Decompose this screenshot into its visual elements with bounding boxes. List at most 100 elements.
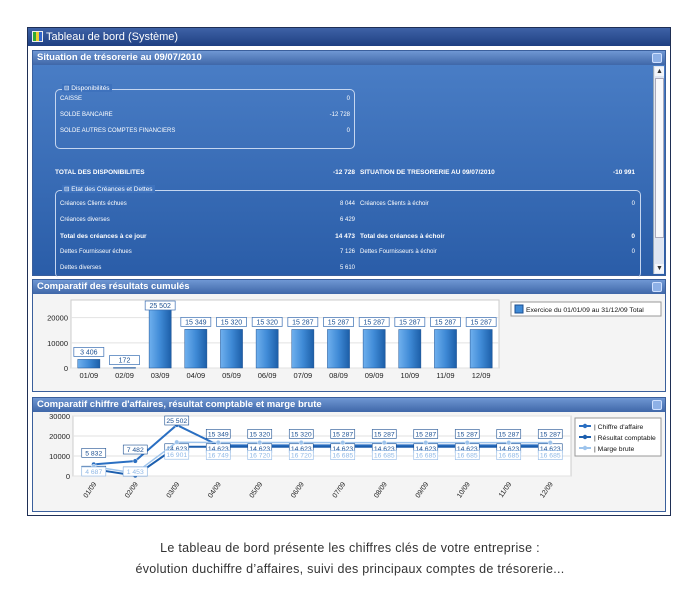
data-label: 25 502	[149, 303, 171, 310]
dispo-row-value: -12 728	[329, 112, 350, 118]
data-label-box	[216, 317, 247, 327]
x-tick-label: 07/09	[332, 481, 348, 499]
y-tick-label: 30000	[49, 412, 70, 421]
data-label: 16 749	[208, 453, 229, 460]
bar	[362, 329, 386, 369]
x-tick-label: 10/09	[400, 371, 419, 380]
x-tick-label: 11/09	[498, 481, 514, 499]
panel-options-button[interactable]	[652, 53, 662, 63]
results-panel: Comparatif des résultats cumulés 0 10000 2…	[32, 279, 666, 392]
creance-right-value: 0	[631, 201, 635, 207]
legend-marker	[582, 423, 588, 429]
scroll-down-icon[interactable]: ▼	[655, 264, 664, 273]
data-label: 3 406	[80, 349, 98, 356]
panel-options-button[interactable]	[652, 282, 662, 292]
data-label: 14 623	[291, 446, 312, 453]
data-label: 15 287	[332, 431, 353, 438]
data-point	[506, 440, 512, 446]
data-point	[174, 439, 180, 445]
x-tick-label: 04/09	[207, 481, 223, 499]
data-label: 15 287	[540, 431, 561, 438]
x-tick-label: 03/09	[151, 371, 170, 380]
legend-marker	[582, 434, 588, 440]
creance-left-value: 7 126	[339, 249, 355, 255]
bar	[77, 359, 101, 369]
dispo-row-label: SOLDE AUTRES COMPTES FINANCIERS	[60, 128, 176, 134]
data-label: 16 685	[415, 453, 436, 460]
creance-right-label: Dettes Fournisseurs à échoir	[360, 249, 437, 255]
data-label-box	[144, 300, 176, 311]
bar	[398, 329, 422, 369]
dashboard-window: Tableau de bord (Système) Situation de t…	[27, 27, 671, 516]
data-label-box	[122, 444, 148, 455]
data-label: 16 685	[332, 453, 353, 460]
data-label-box	[413, 429, 439, 439]
creance-left-label: Créances Clients échues	[60, 201, 127, 207]
x-tick-label: 11/09	[436, 371, 454, 380]
scroll-thumb[interactable]	[655, 78, 664, 238]
creance-left-value: 5 610	[339, 265, 355, 271]
data-label-box	[109, 355, 140, 365]
results-bar-chart: 0 10000 20000 3 406 01/09 172 02/09 25 502 03/09…	[47, 299, 662, 380]
y-tick-label: 0	[64, 364, 68, 373]
y-tick-label: 10000	[47, 339, 68, 348]
x-tick-label: 09/09	[415, 481, 431, 499]
x-tick-label: 06/09	[258, 371, 277, 380]
data-label: 15 287	[328, 319, 350, 326]
legend-label: Exercice du 01/01/09 au 31/12/09 Total	[526, 307, 644, 314]
plot-area	[70, 299, 500, 369]
x-tick-label: 05/09	[222, 371, 241, 380]
data-label: 15 320	[256, 319, 278, 326]
data-label-box	[454, 450, 480, 460]
data-label: 7 482	[127, 447, 144, 454]
caption-line-2: évolution duchiffre d’affaires, suivi de…	[135, 562, 565, 576]
data-label: 15 320	[291, 431, 312, 438]
creance-right-label: Créances Clients à échoir	[360, 201, 429, 207]
legend-marker	[582, 445, 588, 451]
data-label-box	[413, 450, 439, 460]
data-point	[132, 458, 138, 464]
data-label: 4 687	[85, 469, 102, 476]
bar	[469, 329, 493, 369]
data-label: 15 287	[435, 319, 457, 326]
treasury-title: Situation de trésorerie au 09/07/2010	[37, 52, 202, 63]
data-label-box	[287, 317, 319, 327]
scroll-up-icon[interactable]: ▲	[655, 67, 664, 76]
data-label-box	[358, 317, 390, 327]
treasury-scrollbar[interactable]: ▲ ▼	[653, 66, 664, 274]
creances-legend[interactable]: ⊟ Etat des Créances et Dettes	[62, 185, 155, 193]
creance-left-value: 14 473	[335, 233, 355, 240]
bar	[113, 367, 136, 369]
data-point	[215, 439, 221, 446]
panel-options-button[interactable]	[652, 400, 662, 410]
data-point	[423, 440, 429, 446]
x-tick-label: 10/09	[456, 481, 472, 499]
turnover-panel: Comparatif chiffre d'affaires, résultat …	[32, 397, 666, 512]
data-label-box	[73, 347, 105, 357]
data-label: 15 287	[363, 319, 385, 326]
turnover-panel-header: Comparatif chiffre d'affaires, résultat …	[33, 398, 665, 412]
creance-left-label: Dettes diverses	[60, 265, 102, 271]
data-label: 15 320	[249, 431, 270, 438]
data-label: 16 685	[540, 453, 561, 460]
data-label-box	[205, 450, 231, 460]
creance-left-value: 6 429	[339, 217, 355, 223]
results-panel-header: Comparatif des résultats cumulés	[33, 280, 665, 294]
window-titlebar[interactable]: Tableau de bord (Système)	[28, 28, 670, 46]
data-point	[547, 440, 553, 446]
data-label: 14 623	[540, 446, 561, 453]
dispo-row-value: 0	[346, 128, 350, 134]
x-tick-label: 09/09	[365, 371, 384, 380]
data-label-box	[81, 466, 107, 477]
data-label-box	[205, 429, 231, 439]
x-tick-label: 08/09	[329, 371, 348, 380]
data-label-box	[454, 429, 480, 439]
y-tick-label: 20000	[47, 314, 68, 323]
data-point	[298, 440, 304, 446]
data-label-box	[288, 450, 314, 460]
data-point	[257, 440, 263, 446]
data-label: 14 623	[208, 446, 229, 453]
creance-left-value: 8 044	[339, 201, 355, 207]
legend-label: | Chiffre d'affaire	[594, 424, 644, 431]
disponibilites-legend[interactable]: ⊟ Disponibilités	[62, 84, 112, 92]
